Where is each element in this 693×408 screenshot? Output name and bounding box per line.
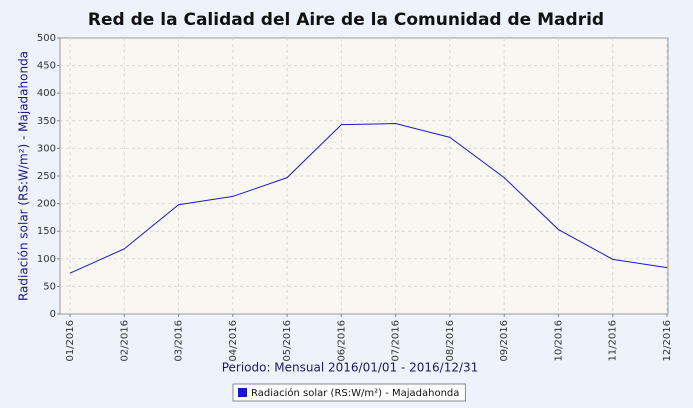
legend-label: Radiación solar (RS:W/m²) - Majadahonda bbox=[251, 387, 459, 399]
legend-box bbox=[232, 383, 466, 402]
y-tick-label: 350 bbox=[37, 116, 56, 127]
x-tick-label: 02/2016 bbox=[119, 320, 130, 362]
y-tick-label: 400 bbox=[37, 88, 56, 99]
x-tick-label: 09/2016 bbox=[499, 320, 510, 362]
x-tick-label: 08/2016 bbox=[445, 320, 456, 362]
chart-title: Red de la Calidad del Aire de la Comunid… bbox=[88, 10, 604, 30]
y-tick-label: 250 bbox=[37, 171, 56, 182]
x-tick-label: 01/2016 bbox=[65, 320, 76, 362]
y-tick-label: 100 bbox=[37, 254, 56, 265]
x-tick-label: 04/2016 bbox=[228, 320, 239, 362]
x-tick-label: 07/2016 bbox=[391, 320, 402, 362]
y-tick-label: 300 bbox=[37, 143, 56, 154]
x-tick-label: 03/2016 bbox=[174, 320, 185, 362]
y-axis-label: Radiación solar (RS:W/m²) - Majadahonda bbox=[17, 51, 31, 301]
y-tick-label: 150 bbox=[37, 226, 56, 237]
y-tick-label: 450 bbox=[37, 61, 56, 72]
x-tick-label: 06/2016 bbox=[336, 320, 347, 362]
y-tick-label: 50 bbox=[43, 281, 56, 292]
x-tick-label: 11/2016 bbox=[608, 320, 619, 362]
y-tick-label: 200 bbox=[37, 199, 56, 210]
y-tick-label: 500 bbox=[37, 33, 56, 44]
line-series bbox=[69, 123, 668, 274]
x-axis-label: Periodo: Mensual 2016/01/01 - 2016/12/31 bbox=[222, 361, 479, 375]
x-tick-label: 10/2016 bbox=[553, 320, 564, 362]
x-tick-label: 12/2016 bbox=[662, 320, 673, 362]
x-tick-label: 05/2016 bbox=[282, 320, 293, 362]
y-tick-label: 0 bbox=[50, 309, 56, 320]
legend-swatch bbox=[238, 388, 247, 397]
legend: Radiación solar (RS:W/m²) - Majadahonda bbox=[232, 383, 466, 402]
